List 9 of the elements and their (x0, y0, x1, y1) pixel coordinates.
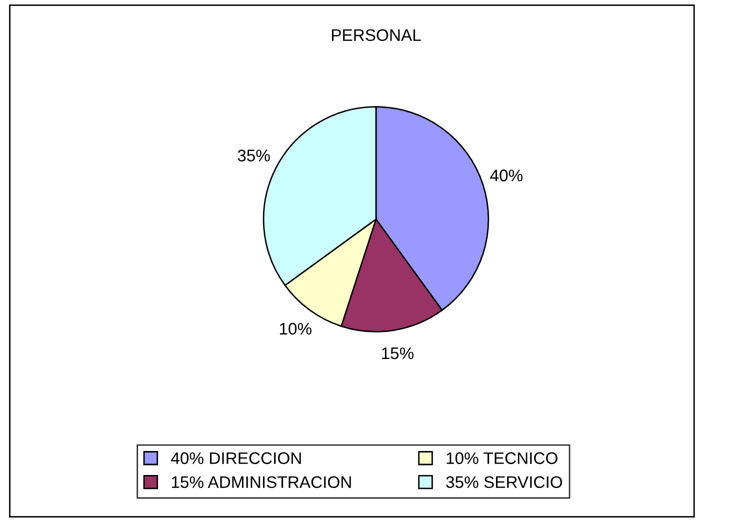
chart-title: PERSONAL (332, 29, 421, 42)
data-label: 15% (382, 347, 414, 360)
legend-label: 35% SERVICIO (446, 476, 562, 488)
legend-label: 40% DIRECCION (171, 452, 301, 464)
legend-label: 10% TECNICO (446, 452, 558, 464)
data-label: 35% (238, 150, 270, 162)
data-label: 10% (280, 322, 312, 335)
data-label: 40% (490, 170, 523, 182)
legend-label: 15% ADMINISTRACION (172, 476, 351, 488)
